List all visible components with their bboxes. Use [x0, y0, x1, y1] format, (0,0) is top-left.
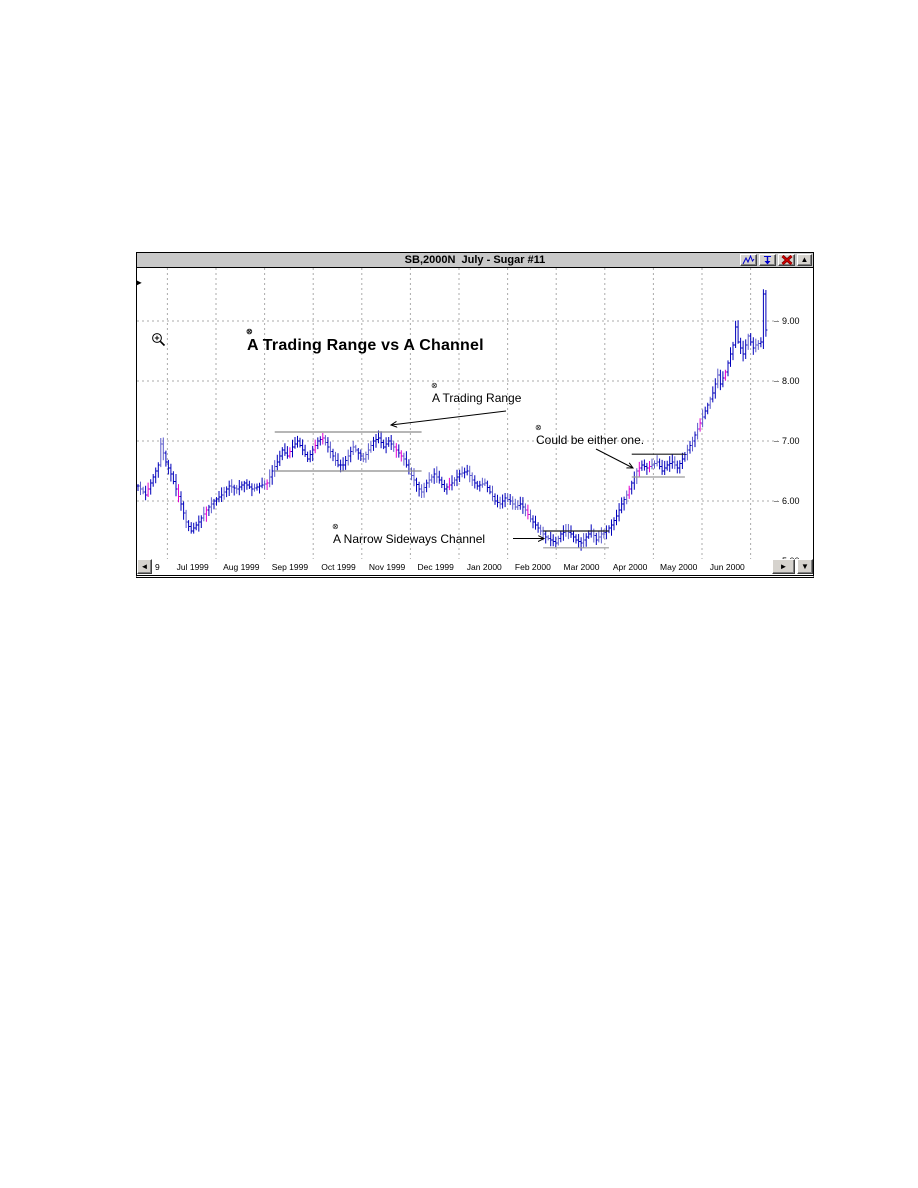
x-axis-label: Jan 2000 [466, 562, 502, 572]
red-x-icon [781, 255, 793, 265]
x-axis-label: Jul 1999 [176, 562, 209, 572]
annotation-handle-icon[interactable]: ⊗ [431, 381, 438, 390]
annotation-trading-range[interactable]: ⊗ A Trading Range [431, 382, 522, 406]
y-axis-label: 8.00 [782, 376, 800, 386]
x-axis-label: Feb 2000 [514, 562, 551, 572]
right-triangle-icon: ► [779, 561, 788, 571]
x-axis-scrollbar: ◄ 9 ► ▼ Jul 1999 Aug 1999 Sep 1999 Oct 1999… [137, 559, 813, 575]
titlebar-buttons: ▲ [740, 254, 812, 266]
x-axis-label: Sep 1999 [271, 562, 309, 572]
annotation-main-title[interactable]: ⊗ A Trading Range vs A Channel [246, 328, 484, 355]
collapse-up-button[interactable]: ▲ [797, 254, 812, 266]
y-axis-tick [774, 441, 779, 442]
zoom-in-cursor-icon [151, 332, 167, 353]
price-bars-alt [139, 333, 760, 548]
x-axis-label: Apr 2000 [612, 562, 648, 572]
annotation-handle-icon[interactable]: ⊗ [332, 522, 339, 531]
chart-window: SB,2000N July - Sugar #11 ▲ [136, 252, 814, 578]
cursor-arrow-icon: ► [137, 277, 144, 289]
scroll-down-button[interactable]: ▼ [797, 559, 813, 574]
line-chart-icon [742, 255, 755, 265]
y-axis-tick [774, 501, 779, 502]
y-axis-tick [774, 321, 779, 322]
left-triangle-icon: ◄ [140, 561, 149, 571]
window-title: SB,2000N July - Sugar #11 [404, 254, 546, 266]
down-arrow-icon [761, 255, 774, 265]
down-triangle-icon: ▼ [801, 561, 809, 571]
y-axis-label: 9.00 [782, 316, 800, 326]
annotation-arrow [391, 410, 507, 425]
x-axis-label: May 2000 [660, 562, 698, 572]
x-axis-label: Dec 1999 [417, 562, 454, 572]
annotation-handle-icon[interactable]: ⊗ [535, 423, 542, 432]
y-axis-tick [774, 381, 779, 382]
y-axis-label: 7.00 [782, 436, 800, 446]
y-axis-label: 6.00 [782, 496, 800, 506]
x-axis-label: Aug 1999 [223, 562, 260, 572]
annotation-handle-icon[interactable]: ⊗ [246, 327, 253, 336]
chart-plot-area: ► ⊗ A Trading Range vs A Channel ⊗ A Tra… [137, 268, 813, 559]
annotation-text: Could be either one. [536, 433, 645, 447]
delete-button[interactable] [778, 254, 795, 266]
price-bars-down [146, 369, 727, 522]
x-axis-leftover-label: 9 [155, 562, 160, 572]
x-axis-label: Oct 1999 [321, 562, 356, 572]
y-axis-label: 5.00 [782, 556, 800, 559]
up-triangle-icon: ▲ [800, 255, 809, 264]
x-axis-label: Nov 1999 [368, 562, 406, 572]
scroll-left-button[interactable]: ◄ [137, 559, 152, 574]
annotation-narrow-channel[interactable]: ⊗ A Narrow Sideways Channel [332, 523, 486, 547]
scroll-right-button[interactable]: ► [772, 559, 795, 574]
annotation-arrow [595, 448, 633, 468]
annotation-could-be-either[interactable]: ⊗ Could be either one. [535, 424, 645, 448]
line-chart-button[interactable] [740, 254, 757, 266]
annotation-text: A Trading Range vs A Channel [247, 337, 484, 354]
annotation-text: A Narrow Sideways Channel [333, 532, 486, 546]
insert-tool-button[interactable] [759, 254, 776, 266]
window-titlebar[interactable]: SB,2000N July - Sugar #11 ▲ [137, 253, 813, 268]
x-axis-label: Jun 2000 [709, 562, 745, 572]
annotation-text: A Trading Range [432, 391, 522, 405]
x-axis-label: Mar 2000 [563, 562, 600, 572]
price-chart-canvas [137, 268, 778, 559]
price-bars-main [137, 289, 768, 551]
